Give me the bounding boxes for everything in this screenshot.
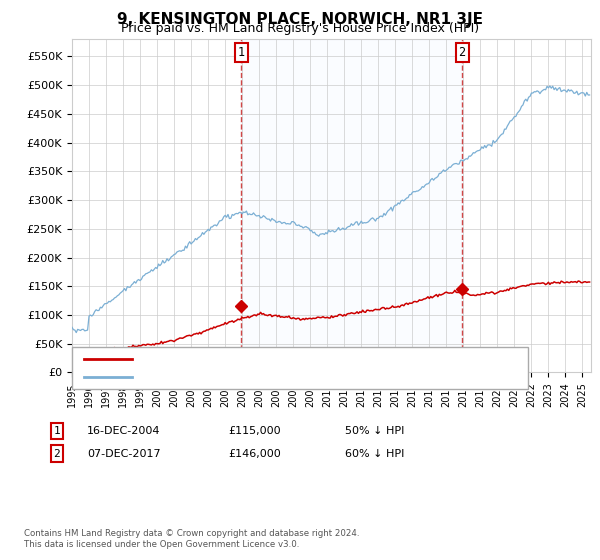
Text: 07-DEC-2017: 07-DEC-2017 — [87, 449, 161, 459]
Text: 1: 1 — [238, 46, 245, 59]
Text: 1: 1 — [53, 426, 61, 436]
Text: 9, KENSINGTON PLACE, NORWICH, NR1 3JE: 9, KENSINGTON PLACE, NORWICH, NR1 3JE — [117, 12, 483, 27]
Text: Price paid vs. HM Land Registry's House Price Index (HPI): Price paid vs. HM Land Registry's House … — [121, 22, 479, 35]
Text: 60% ↓ HPI: 60% ↓ HPI — [345, 449, 404, 459]
Text: HPI: Average price, detached house, Norwich: HPI: Average price, detached house, Norw… — [138, 372, 373, 382]
Text: 50% ↓ HPI: 50% ↓ HPI — [345, 426, 404, 436]
Text: Contains HM Land Registry data © Crown copyright and database right 2024.
This d: Contains HM Land Registry data © Crown c… — [24, 529, 359, 549]
Text: 2: 2 — [458, 46, 466, 59]
Bar — [241, 39, 462, 372]
Text: £146,000: £146,000 — [228, 449, 281, 459]
Text: 16-DEC-2004: 16-DEC-2004 — [87, 426, 161, 436]
Text: 9, KENSINGTON PLACE, NORWICH, NR1 3JE (detached house): 9, KENSINGTON PLACE, NORWICH, NR1 3JE (d… — [138, 354, 456, 364]
Text: £115,000: £115,000 — [228, 426, 281, 436]
Text: 2: 2 — [53, 449, 61, 459]
